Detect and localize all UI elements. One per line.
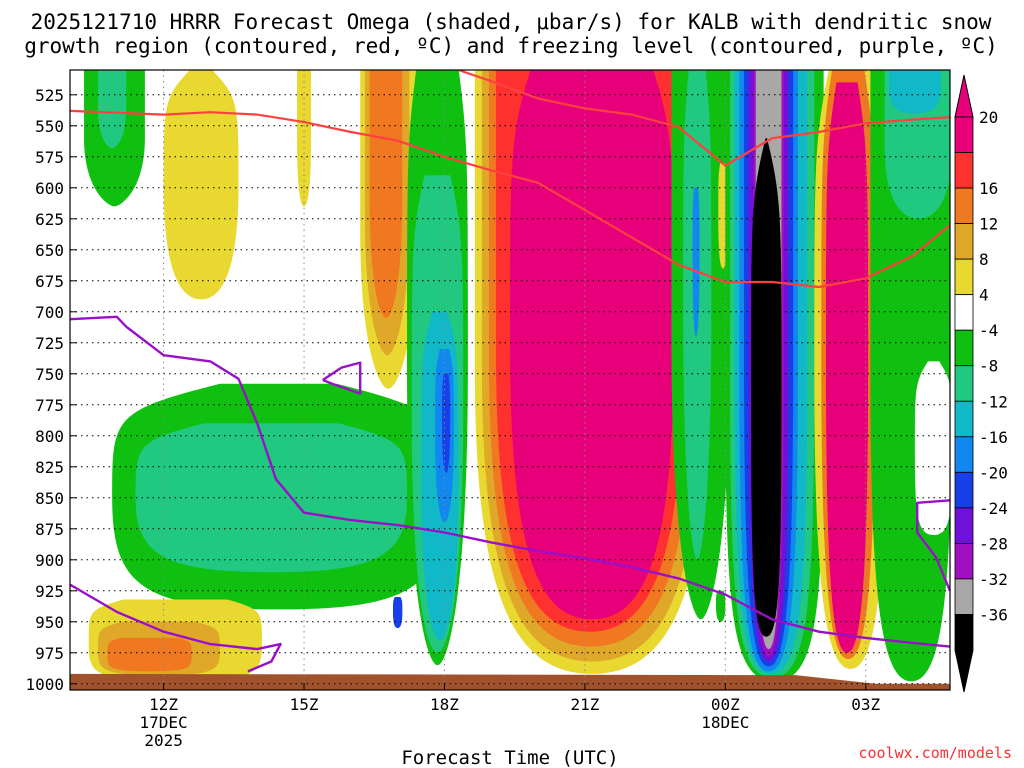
y-tick-label-725: 725 — [35, 334, 64, 353]
omega-region-14 — [442, 373, 451, 473]
y-tick-label-575: 575 — [35, 148, 64, 167]
chart-title-line1: 2025121710 HRRR Forecast Omega (shaded, … — [31, 10, 992, 34]
colorbar-swatch-14 — [954, 578, 974, 615]
omega-region-23 — [510, 70, 674, 620]
y-tick-label-550: 550 — [35, 117, 64, 136]
freezing-lower-contour — [70, 583, 282, 673]
x-tick-label-15Z: 15Z — [290, 695, 319, 714]
colorbar-label-6: -4 — [979, 321, 998, 340]
x-tick-label-18Z: 18Z — [430, 695, 459, 714]
omega-region-27 — [692, 187, 700, 337]
y-tick-label-675: 675 — [35, 272, 64, 291]
y-tick-label-625: 625 — [35, 210, 64, 229]
omega-region-15 — [392, 597, 403, 628]
chart-title-line2: growth region (contoured, red, ºC) and f… — [24, 34, 998, 58]
omega-region-44 — [914, 361, 950, 535]
omega-shading — [84, 70, 950, 682]
colorbar-label-2: 16 — [979, 179, 998, 198]
colorbar-label-11: -24 — [979, 499, 1008, 518]
x-tick-label-00Z: 00Z — [711, 695, 740, 714]
omega-region-18 — [107, 637, 192, 672]
colorbar-top-arrow — [954, 74, 974, 118]
colorbar-swatch-5 — [954, 258, 974, 296]
x-axis-label: Forecast Time (UTC) — [401, 747, 618, 768]
freezing-right-contour — [916, 499, 950, 592]
colorbar-swatch-8 — [954, 365, 974, 402]
colorbar-swatch-6 — [954, 294, 974, 331]
colorbar-label-5: 4 — [979, 286, 989, 305]
colorbar-label-8: -12 — [979, 392, 1008, 411]
colorbar-swatch-12 — [954, 507, 974, 544]
x-tick-label-21Z: 21Z — [570, 695, 599, 714]
colorbar-swatch-7 — [954, 329, 974, 367]
colorbar: 20 16 12 8 4 -4 -8 -12 -16 -20 -24 -28 -32 -36 — [954, 74, 1008, 693]
plot-frame — [69, 69, 951, 691]
y-tick-label-1000: 1000 — [25, 675, 64, 694]
colorbar-swatch-9 — [954, 400, 974, 438]
omega-region-43 — [889, 70, 941, 114]
omega-region-28 — [718, 163, 728, 269]
contours — [70, 70, 950, 673]
x-tick-date-00Z: 18DEC — [701, 713, 749, 732]
freezing-main-contour — [70, 315, 950, 648]
omega-region-37 — [751, 138, 782, 637]
x-tick-label-12Z: 12Z — [149, 695, 178, 714]
y-tick-label-775: 775 — [35, 396, 64, 415]
colorbar-swatch-13 — [954, 543, 974, 580]
colorbar-swatch-15 — [954, 614, 974, 651]
y-tick-label-750: 750 — [35, 365, 64, 384]
y-tick-label-875: 875 — [35, 520, 64, 539]
colorbar-label-13: -32 — [979, 570, 1008, 589]
colorbar-label-3: 12 — [979, 215, 998, 234]
y-tick-label-700: 700 — [35, 303, 64, 322]
x-tick-year-12Z: 2025 — [144, 731, 183, 750]
freezing-loop-contour — [322, 361, 362, 395]
y-axis-ticks: 525 550 575 600 625 650 675 700 725 750 775 800 825 8… — [25, 86, 77, 694]
colorbar-swatch-11 — [954, 471, 974, 509]
x-tick-date-12Z: 17DEC — [140, 713, 188, 732]
colorbar-label-12: -28 — [979, 534, 1008, 553]
omega-region-3 — [163, 70, 239, 300]
omega-region-9 — [135, 423, 408, 573]
y-tick-label-900: 900 — [35, 551, 64, 570]
colorbar-label-10: -20 — [979, 463, 1008, 482]
y-tick-label-825: 825 — [35, 458, 64, 477]
y-tick-label-925: 925 — [35, 582, 64, 601]
colorbar-swatch-1 — [954, 116, 974, 153]
y-tick-label-950: 950 — [35, 613, 64, 632]
colorbar-label-7: -8 — [979, 357, 998, 376]
colorbar-label-1: 20 — [979, 108, 998, 127]
y-tick-label-525: 525 — [35, 86, 64, 105]
omega-region-2 — [98, 70, 127, 149]
omega-region-40 — [825, 82, 869, 653]
ground-band — [70, 673, 950, 690]
colorbar-swatch-10 — [954, 436, 974, 473]
colorbar-label-9: -16 — [979, 428, 1008, 447]
plot-area — [70, 70, 950, 690]
colorbar-bottom-arrow — [954, 649, 974, 693]
colorbar-label-14: -36 — [979, 605, 1008, 624]
colorbar-label-4: 8 — [979, 250, 989, 269]
y-tick-label-850: 850 — [35, 489, 64, 508]
omega-region-7 — [369, 70, 403, 318]
colorbar-swatch-2 — [954, 152, 974, 189]
credit-text: coolwx.com/models — [858, 744, 1012, 762]
dgz-upper-contour — [70, 109, 950, 289]
dgz-lower-contour — [458, 70, 950, 167]
x-tick-label-03Z: 03Z — [851, 695, 880, 714]
y-tick-label-975: 975 — [35, 644, 64, 663]
y-tick-label-800: 800 — [35, 427, 64, 446]
colorbar-swatch-3 — [954, 187, 974, 224]
colorbar-swatch-4 — [954, 223, 974, 260]
ground-surface — [70, 673, 950, 690]
y-tick-label-650: 650 — [35, 241, 64, 260]
y-tick-label-600: 600 — [35, 179, 64, 198]
grid-lines — [70, 70, 950, 690]
omega-region-4 — [297, 70, 312, 207]
omega-region-25 — [715, 590, 726, 622]
